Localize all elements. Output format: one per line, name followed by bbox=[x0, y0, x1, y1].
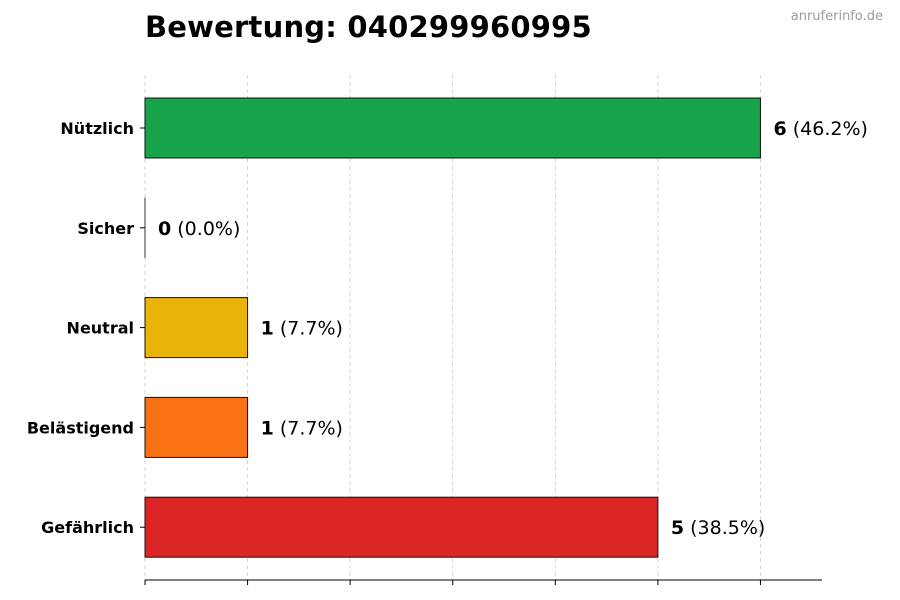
value-count: 0 bbox=[158, 218, 171, 240]
value-label: 1 (7.7%) bbox=[261, 417, 343, 439]
value-percent: (7.7%) bbox=[274, 417, 343, 439]
bar bbox=[144, 297, 249, 359]
value-count: 6 bbox=[773, 118, 786, 140]
labels: Nützlich 6 (46.2%) Sicher 0 (0.0%) Neutral 1 … bbox=[27, 118, 868, 539]
value-count: 1 bbox=[261, 417, 274, 439]
x-axis bbox=[140, 127, 822, 585]
value-percent: (7.7%) bbox=[274, 318, 343, 340]
category-label: Neutral bbox=[67, 319, 134, 338]
bar bbox=[144, 396, 249, 458]
chart-title: Bewertung: 040299960995 bbox=[145, 10, 592, 44]
value-percent: (38.5%) bbox=[684, 517, 765, 539]
category-label: Gefährlich bbox=[41, 518, 134, 537]
watermark: anruferinfo.de bbox=[790, 9, 883, 24]
value-label: 1 (7.7%) bbox=[261, 318, 343, 340]
value-label: 0 (0.0%) bbox=[158, 218, 240, 240]
category-label: Belästigend bbox=[27, 418, 134, 437]
bar bbox=[144, 97, 761, 159]
value-percent: (46.2%) bbox=[787, 118, 868, 140]
value-count: 1 bbox=[261, 318, 274, 340]
category-label: Nützlich bbox=[60, 119, 134, 138]
value-percent: (0.0%) bbox=[171, 218, 240, 240]
value-label: 6 (46.2%) bbox=[773, 118, 867, 140]
value-label: 5 (38.5%) bbox=[671, 517, 765, 539]
category-label: Sicher bbox=[77, 219, 134, 238]
bars bbox=[144, 97, 761, 558]
value-count: 5 bbox=[671, 517, 684, 539]
bar bbox=[144, 496, 659, 558]
